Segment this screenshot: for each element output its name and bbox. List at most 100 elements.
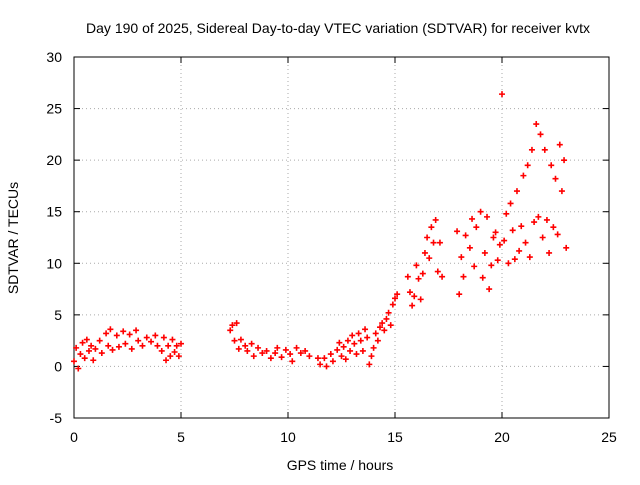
data-point <box>297 350 304 357</box>
data-point <box>509 227 516 234</box>
gridlines <box>74 57 609 418</box>
data-point <box>387 322 394 329</box>
data-point <box>548 162 555 169</box>
y-tick-label: 0 <box>54 358 62 374</box>
data-point <box>552 175 559 182</box>
data-point <box>439 273 446 280</box>
data-point <box>524 162 531 169</box>
data-point <box>417 296 424 303</box>
data-point <box>71 358 77 365</box>
data-point <box>556 141 563 148</box>
data-point <box>160 334 167 341</box>
data-point <box>494 257 501 264</box>
data-point <box>126 331 133 338</box>
data-point <box>105 342 112 349</box>
data-point <box>357 337 364 344</box>
data-point <box>233 320 240 327</box>
data-point <box>263 347 270 354</box>
x-tick-label: 0 <box>70 429 78 445</box>
data-point <box>419 270 426 277</box>
data-point <box>413 262 420 269</box>
data-point <box>323 363 330 370</box>
data-point <box>499 91 505 98</box>
data-point <box>558 188 565 195</box>
data-point <box>473 224 480 231</box>
data-point <box>370 344 377 351</box>
data-point <box>115 343 122 350</box>
data-point <box>385 309 392 316</box>
data-point <box>152 332 159 339</box>
data-point <box>278 354 285 361</box>
data-point <box>379 320 386 327</box>
y-tick-label: 5 <box>54 307 62 323</box>
data-point <box>133 327 140 334</box>
data-point <box>520 172 527 179</box>
data-point <box>314 355 321 362</box>
data-point <box>336 339 343 346</box>
data-point <box>490 234 497 241</box>
data-point <box>109 346 116 353</box>
data-point <box>259 350 266 357</box>
data-point <box>518 223 525 230</box>
data-point <box>421 249 428 256</box>
data-point <box>98 350 105 357</box>
data-point <box>242 342 249 349</box>
data-point <box>563 244 570 251</box>
x-tick-label: 10 <box>280 429 296 445</box>
data-point <box>488 262 495 269</box>
y-tick-label: -5 <box>50 410 63 426</box>
data-point <box>501 237 508 244</box>
data-point <box>503 210 510 217</box>
data-point <box>462 232 469 239</box>
data-point <box>81 355 88 362</box>
data-point <box>533 121 540 128</box>
data-point <box>513 188 520 195</box>
y-axis-title: SDTVAR / TECUs <box>5 182 21 294</box>
data-point <box>96 337 103 344</box>
data-point <box>477 208 484 215</box>
data-point <box>428 224 435 231</box>
data-point <box>507 200 514 207</box>
data-point <box>374 337 381 344</box>
data-point <box>287 351 294 358</box>
data-point <box>394 291 401 298</box>
data-point <box>235 345 242 352</box>
data-point <box>178 340 184 347</box>
data-point <box>432 216 439 223</box>
data-point <box>415 275 422 282</box>
data-point <box>486 286 493 293</box>
x-axis-title: GPS time / hours <box>287 457 394 473</box>
data-point <box>364 334 371 341</box>
data-point <box>90 357 97 364</box>
data-point <box>158 347 165 354</box>
data-point <box>165 342 172 349</box>
data-points <box>71 91 570 372</box>
y-tick-label: 30 <box>46 49 62 65</box>
data-point <box>511 256 518 263</box>
data-point <box>359 347 366 354</box>
data-point <box>434 268 441 275</box>
data-point <box>426 255 433 262</box>
data-point <box>496 241 503 248</box>
data-point <box>516 247 523 254</box>
data-point <box>229 322 236 329</box>
data-point <box>128 345 135 352</box>
data-point <box>92 345 99 352</box>
data-point <box>302 347 309 354</box>
data-point <box>424 234 431 241</box>
data-point <box>349 332 356 339</box>
data-point <box>163 357 170 364</box>
data-point <box>244 347 251 354</box>
data-point <box>148 338 155 345</box>
data-point <box>481 249 488 256</box>
data-point <box>537 131 544 138</box>
data-point <box>383 315 390 322</box>
data-point <box>293 344 300 351</box>
data-point <box>528 146 535 153</box>
data-point <box>88 342 95 349</box>
data-point <box>334 346 341 353</box>
data-point <box>167 353 174 360</box>
data-point <box>404 273 411 280</box>
data-point <box>492 229 499 236</box>
data-point <box>541 146 548 153</box>
